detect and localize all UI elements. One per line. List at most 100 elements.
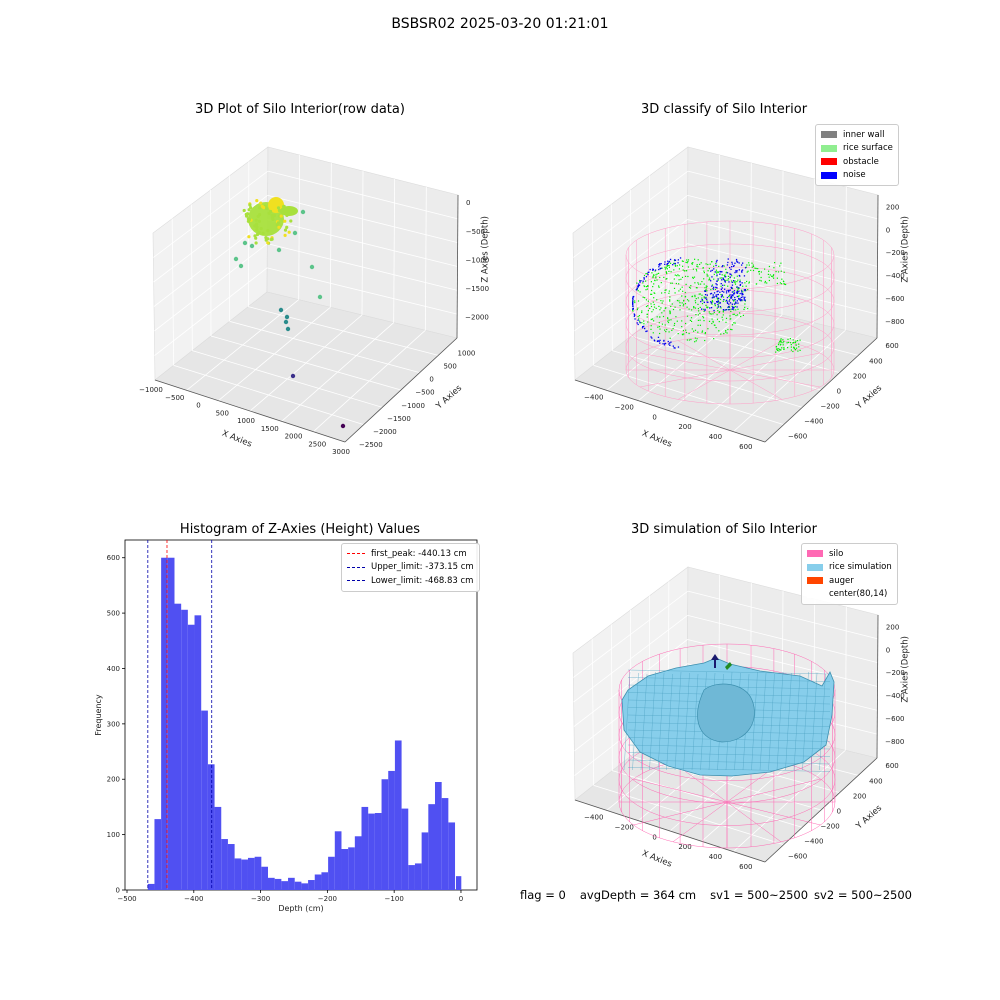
surface-point	[683, 333, 685, 335]
surface-point	[701, 299, 703, 301]
data-point	[282, 210, 286, 215]
surface-point	[692, 276, 694, 278]
surface-mesh-line	[674, 671, 682, 771]
histogram-bar	[227, 844, 235, 890]
noise-point	[723, 299, 725, 301]
data-point	[283, 228, 288, 232]
noise-point	[712, 294, 714, 296]
noise-point	[715, 283, 717, 285]
surface-point	[678, 279, 680, 281]
surface-point	[665, 278, 667, 280]
noise-point	[660, 267, 662, 269]
noise-point	[717, 290, 719, 292]
y-tick-label: 400	[107, 665, 120, 673]
surface-point	[733, 322, 735, 324]
histogram-bar	[321, 872, 329, 890]
surface-point	[647, 285, 649, 287]
surface-point	[681, 276, 684, 278]
surface-point	[739, 279, 741, 281]
surface-point	[790, 349, 792, 351]
surface-point	[693, 330, 695, 332]
y-tick-label: 0	[429, 376, 433, 384]
noise-point	[664, 342, 667, 345]
surface-point	[716, 314, 718, 316]
surface-point	[664, 268, 666, 270]
surface-point	[688, 300, 690, 302]
surface-point	[760, 276, 762, 279]
z-tick-label: −2000	[465, 314, 489, 322]
noise-point	[636, 287, 638, 289]
noise-point	[710, 280, 712, 282]
noise-point	[720, 296, 723, 298]
data-point	[266, 229, 270, 233]
surface-point	[797, 340, 799, 342]
surface-point	[778, 350, 780, 352]
legend-line	[347, 580, 365, 582]
histogram-bar	[261, 866, 268, 890]
noise-point	[741, 293, 744, 295]
surface-point	[705, 304, 707, 306]
surface-point	[714, 288, 717, 290]
surface-point	[785, 283, 787, 286]
surface-point	[667, 264, 669, 267]
surface-point	[787, 341, 790, 343]
x-tick-label: 2000	[285, 433, 303, 441]
surface-mesh-line	[649, 671, 656, 771]
surface-point	[726, 332, 728, 334]
surface-point	[679, 305, 681, 307]
surface-point	[687, 266, 689, 268]
noise-point	[709, 293, 712, 295]
noise-point	[743, 299, 746, 301]
histogram-bar	[348, 847, 355, 890]
noise-point	[731, 308, 733, 310]
surface-point	[773, 267, 775, 269]
y-tick-label: 600	[885, 342, 898, 350]
surface-point	[701, 331, 703, 333]
surface-point	[694, 294, 696, 296]
noise-point	[642, 280, 644, 282]
z-axis-line	[876, 614, 879, 759]
surface-point	[727, 285, 729, 287]
surface-point	[747, 308, 749, 310]
surface-point	[707, 270, 709, 272]
surface-point	[721, 316, 723, 318]
surface-point	[742, 285, 744, 287]
surface-point	[679, 264, 681, 266]
noise-point	[713, 286, 715, 288]
surface-mesh-line	[627, 744, 831, 750]
surface-point	[708, 279, 710, 281]
surface-point	[687, 259, 690, 261]
legend-entry-silo: silo	[807, 547, 892, 561]
surface-point	[696, 265, 698, 267]
data-point	[283, 319, 289, 325]
y-tick-label: 200	[853, 372, 866, 380]
surface-point	[758, 273, 760, 275]
noise-point	[704, 297, 707, 299]
surface-point	[697, 314, 699, 316]
silo-floor-spoke	[633, 801, 728, 826]
surface-point	[688, 286, 691, 288]
surface-point	[697, 297, 699, 299]
surface-point	[647, 321, 649, 323]
surface-point	[693, 307, 695, 309]
surface-point	[664, 329, 666, 331]
surface-point	[685, 270, 688, 272]
x-tick-label: 600	[739, 443, 752, 451]
surface-point	[675, 282, 677, 285]
surface-point	[653, 274, 655, 276]
surface-point	[684, 295, 687, 298]
surface-point	[681, 295, 683, 297]
legend-swatch	[807, 590, 823, 598]
surface-point	[792, 339, 794, 341]
surface-point	[732, 291, 734, 293]
surface-point	[689, 319, 691, 321]
surface-point	[692, 262, 694, 264]
surface-point	[671, 329, 673, 331]
surface-point	[641, 311, 643, 314]
surface-point	[764, 282, 766, 284]
surface-point	[799, 339, 801, 341]
surface-point	[775, 351, 777, 353]
noise-point	[738, 297, 740, 300]
noise-point	[732, 306, 734, 308]
noise-point	[716, 280, 718, 282]
